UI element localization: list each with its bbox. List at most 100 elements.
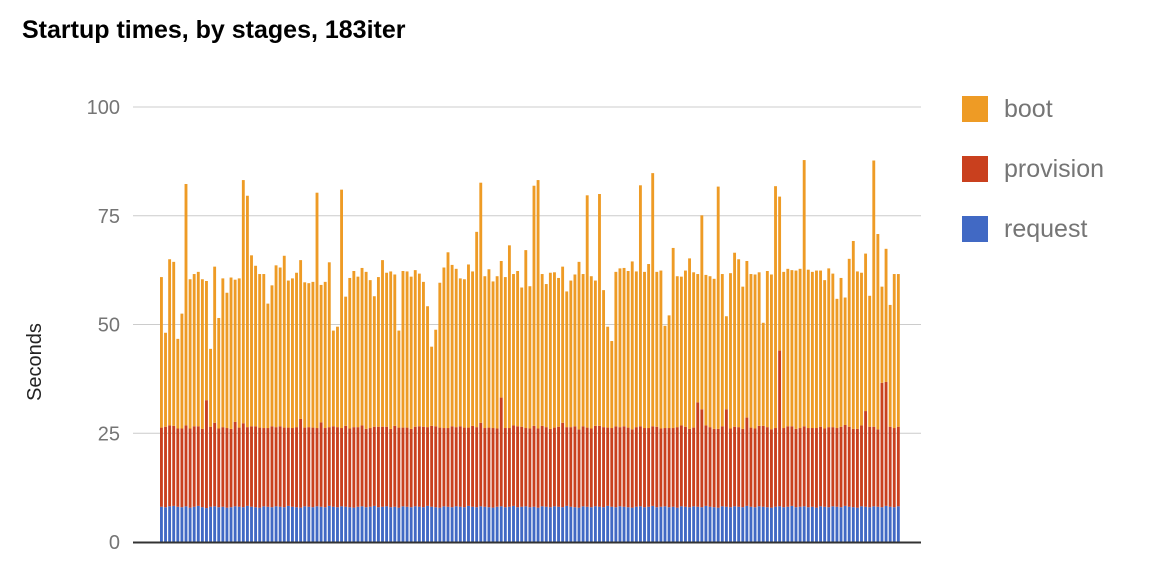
bar-provision xyxy=(614,426,618,508)
bar-request xyxy=(786,506,790,542)
bar-request xyxy=(729,507,732,542)
legend: boot provision request xyxy=(962,95,1104,243)
bar-request xyxy=(385,506,389,542)
bar-request xyxy=(860,506,863,542)
bar-boot xyxy=(323,281,327,429)
legend-label-request: request xyxy=(1004,215,1087,243)
bar-boot xyxy=(364,271,368,429)
bar-request xyxy=(630,507,634,542)
bar-provision xyxy=(618,427,622,507)
bar-provision xyxy=(217,428,221,508)
bar-request xyxy=(659,506,663,542)
bar-provision xyxy=(286,427,290,506)
bar-boot xyxy=(553,272,556,428)
bar-provision xyxy=(282,427,286,508)
bar-request xyxy=(303,506,307,542)
bar-boot xyxy=(475,231,479,428)
bar-provision xyxy=(233,421,237,507)
bar-boot xyxy=(241,180,245,424)
bar-boot xyxy=(434,329,438,427)
bar-boot xyxy=(376,277,380,427)
y-tick-label: 100 xyxy=(87,97,120,119)
bar-request xyxy=(634,506,638,542)
bar-request xyxy=(667,507,671,542)
bar-provision xyxy=(868,426,872,508)
bar-boot xyxy=(757,272,761,426)
bar-request xyxy=(565,505,569,542)
bar-request xyxy=(548,507,552,542)
bar-request xyxy=(802,506,806,542)
bar-boot xyxy=(610,341,614,429)
bar-provision xyxy=(307,427,311,507)
bar-boot xyxy=(254,265,258,427)
bar-provision xyxy=(401,427,405,507)
bar-boot xyxy=(573,274,577,427)
bar-provision xyxy=(782,428,786,508)
bar-boot xyxy=(200,279,204,429)
bar-boot xyxy=(524,250,528,429)
bar-request xyxy=(774,506,777,542)
bar-boot xyxy=(352,271,356,428)
bar-provision xyxy=(606,427,610,506)
bar-boot xyxy=(205,281,208,401)
bar-provision xyxy=(798,428,802,507)
bar-boot xyxy=(405,271,409,428)
bar-request xyxy=(262,506,266,542)
bar-request xyxy=(450,507,454,542)
bar-request xyxy=(524,506,528,542)
bar-provision xyxy=(872,426,876,507)
bar-provision xyxy=(503,428,507,508)
bar-boot xyxy=(438,282,442,428)
bar-provision xyxy=(553,427,556,507)
bar-provision xyxy=(491,428,495,508)
bar-request xyxy=(835,506,839,542)
bar-boot xyxy=(491,281,495,429)
bar-request xyxy=(516,507,520,542)
bar-request xyxy=(847,506,851,542)
bar-boot xyxy=(225,292,229,429)
bar-provision xyxy=(483,428,487,507)
bar-provision xyxy=(733,426,737,507)
bar-request xyxy=(864,506,868,542)
y-axis-label: Seconds xyxy=(24,323,46,401)
bar-provision xyxy=(819,426,822,507)
bar-provision xyxy=(323,428,327,508)
bar-request xyxy=(458,506,462,542)
bar-boot xyxy=(540,274,544,426)
bar-provision xyxy=(573,426,577,508)
bar-provision xyxy=(409,428,413,508)
bar-boot xyxy=(565,291,569,428)
bar-boot xyxy=(810,271,814,429)
bar-request xyxy=(765,507,769,542)
bar-provision xyxy=(422,426,425,508)
bar-provision xyxy=(815,428,818,508)
bar-provision xyxy=(213,422,217,507)
bar-boot xyxy=(638,185,642,427)
bar-request xyxy=(499,506,503,542)
bar-provision xyxy=(536,428,540,508)
y-tick-label: 0 xyxy=(109,532,120,554)
bar-boot xyxy=(585,195,589,428)
bar-provision xyxy=(381,426,384,507)
bar-provision xyxy=(487,427,491,508)
bar-boot xyxy=(626,271,630,428)
bar-request xyxy=(602,507,606,542)
bar-boot xyxy=(778,196,782,351)
bar-provision xyxy=(765,427,769,508)
bar-provision xyxy=(237,427,241,507)
bar-boot xyxy=(749,274,753,428)
bar-provision xyxy=(528,428,532,508)
bar-boot xyxy=(315,192,319,429)
bar-provision xyxy=(626,427,630,508)
bar-provision xyxy=(196,426,200,506)
bar-request xyxy=(217,507,221,542)
bar-request xyxy=(446,506,450,542)
bar-provision xyxy=(757,425,761,507)
legend-label-boot: boot xyxy=(1004,95,1053,123)
bar-boot xyxy=(835,298,839,429)
bar-provision xyxy=(303,427,307,507)
bar-provision xyxy=(172,425,176,506)
bar-request xyxy=(250,506,253,542)
bar-request xyxy=(708,506,712,542)
bar-provision xyxy=(876,429,880,507)
